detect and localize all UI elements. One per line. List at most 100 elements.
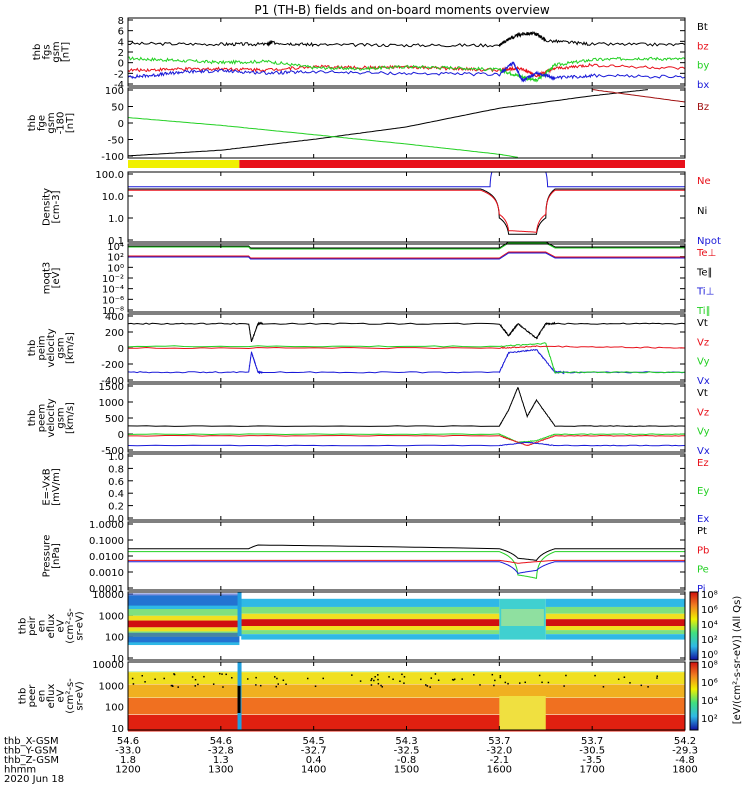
colorbar-tick: 10⁸ xyxy=(701,660,718,671)
spectrogram-speckle xyxy=(370,684,373,686)
x-axis-annotation: thb_X-GSM 54.6 54.6 54.5 54.3 53.7 53.7 54.2 thb… xyxy=(4,736,698,785)
legend-entry-vy: Vy xyxy=(697,357,710,368)
spectrogram-speckle xyxy=(191,676,194,678)
colorbar-tick: 10⁴ xyxy=(701,620,718,631)
spectrogram-band xyxy=(128,593,240,606)
panel-frame xyxy=(127,521,686,591)
legend-entry-bx: bx xyxy=(697,80,709,91)
spectrogram-speckle xyxy=(388,676,390,678)
series-line-vx xyxy=(127,441,686,447)
spectrogram-band xyxy=(545,630,685,635)
spectrogram-speckle xyxy=(430,677,433,679)
spectrogram-band xyxy=(128,672,685,685)
colorbar-bottom xyxy=(689,661,699,731)
x-axis-value: 53.7 xyxy=(488,736,510,747)
legend-entry-pt: Pt xyxy=(697,526,707,537)
y-axis-label-line: [cm-3] xyxy=(51,190,62,223)
spectrogram-speckle xyxy=(541,681,543,684)
spectrogram-speckle xyxy=(647,686,649,688)
x-axis-value: -32.7 xyxy=(301,746,327,757)
y-axis-label-line: [mV/m] xyxy=(51,468,62,506)
y-tick-label: 0 xyxy=(118,430,124,441)
y-tick-label: 0.0010 xyxy=(89,568,124,579)
series-line-pb xyxy=(128,559,685,564)
spectrogram-speckle xyxy=(461,678,463,680)
panel-efield: E=-VxB[mV/m] 1.00.8 0.60.4 0.20.0 Ez Ey Ex xyxy=(41,452,709,525)
y-axis-label-line: peem xyxy=(37,404,48,432)
series-line-temperature xyxy=(128,242,685,250)
spectrogram-speckle xyxy=(429,686,431,688)
y-tick-label: 50 xyxy=(111,103,124,114)
spectrogram-speckle xyxy=(203,675,205,678)
y-axis-label-line: en xyxy=(37,690,48,703)
y-axis-label-line: eV xyxy=(56,689,67,702)
spectrogram-speckle xyxy=(453,678,456,680)
spectrogram-speckle xyxy=(170,684,173,687)
y-tick-label: 2 xyxy=(118,48,124,59)
spectrogram-speckle xyxy=(420,678,422,681)
colorbar-tick: 10⁶ xyxy=(701,678,718,689)
y-axis-label-line: velocity xyxy=(46,398,57,437)
panel-frame xyxy=(127,87,686,159)
y-axis-label-line: [eV] xyxy=(51,268,62,289)
spectrogram-speckle xyxy=(491,673,494,676)
mode-bar-segment xyxy=(128,160,240,168)
y-axis-label-line: velocity xyxy=(46,328,57,367)
y-axis-label: E=-VxB[mV/m] xyxy=(41,468,62,506)
spectrogram-band xyxy=(241,606,500,614)
spectrogram-speckle xyxy=(132,683,135,685)
colorbar-tick: 10² xyxy=(701,635,718,646)
y-axis-label-line: thb xyxy=(27,115,38,132)
y-axis-label-line: Pressure xyxy=(41,535,52,578)
y-axis-label-line: [km/s] xyxy=(65,402,76,434)
spectrogram-speckle xyxy=(452,679,455,681)
y-axis-label-line: eflux xyxy=(46,684,57,709)
spectrogram-speckle xyxy=(377,674,379,676)
y-tick-label: 0.6 xyxy=(108,477,124,488)
x-axis-value: -32.0 xyxy=(486,746,512,757)
spectrogram-speckle xyxy=(403,676,406,678)
x-axis-date: 2020 Jun 18 xyxy=(4,774,64,785)
y-tick-label: 0.8 xyxy=(108,464,124,475)
panel-mode_bar xyxy=(128,160,685,168)
x-axis-value: 54.2 xyxy=(674,736,696,747)
spectrogram-band xyxy=(545,598,685,607)
colorbar-tick: 10⁰ xyxy=(701,650,718,661)
spectrogram-band xyxy=(499,696,546,730)
spectrogram-speckle xyxy=(479,684,481,686)
series-line-temperature xyxy=(128,251,685,259)
y-tick-label: 0 xyxy=(118,59,124,70)
spectrogram-speckle xyxy=(359,680,362,682)
spectrogram-speckle xyxy=(499,676,502,679)
series-line-pt xyxy=(128,544,685,561)
spectrogram-band xyxy=(545,619,685,626)
spectrogram-band xyxy=(241,598,500,607)
y-tick-label: -2 xyxy=(114,69,124,80)
y-axis-label-line: gsm xyxy=(51,41,62,62)
panel-frame xyxy=(127,453,686,521)
spectrogram-band xyxy=(128,662,685,672)
x-axis-value: 54.6 xyxy=(210,736,232,747)
spectrogram-speckle xyxy=(225,673,227,676)
y-axis-label-line: en xyxy=(37,620,48,633)
legend-entry-vt: Vt xyxy=(697,318,708,329)
series-line-vx xyxy=(127,348,686,375)
series-line-bt xyxy=(127,89,648,157)
panel-density: Density[cm-3] 100.0 10.0 1.0 0.1 Ne Ni Npot xyxy=(41,170,721,247)
series-line-by xyxy=(127,56,686,83)
y-tick-label: 0.0100 xyxy=(89,552,124,563)
spectrogram-speckle xyxy=(197,683,199,686)
x-axis-value: -32.8 xyxy=(208,746,234,757)
spectrogram-speckle xyxy=(141,674,143,677)
y-tick-label: 10.0 xyxy=(102,192,124,203)
